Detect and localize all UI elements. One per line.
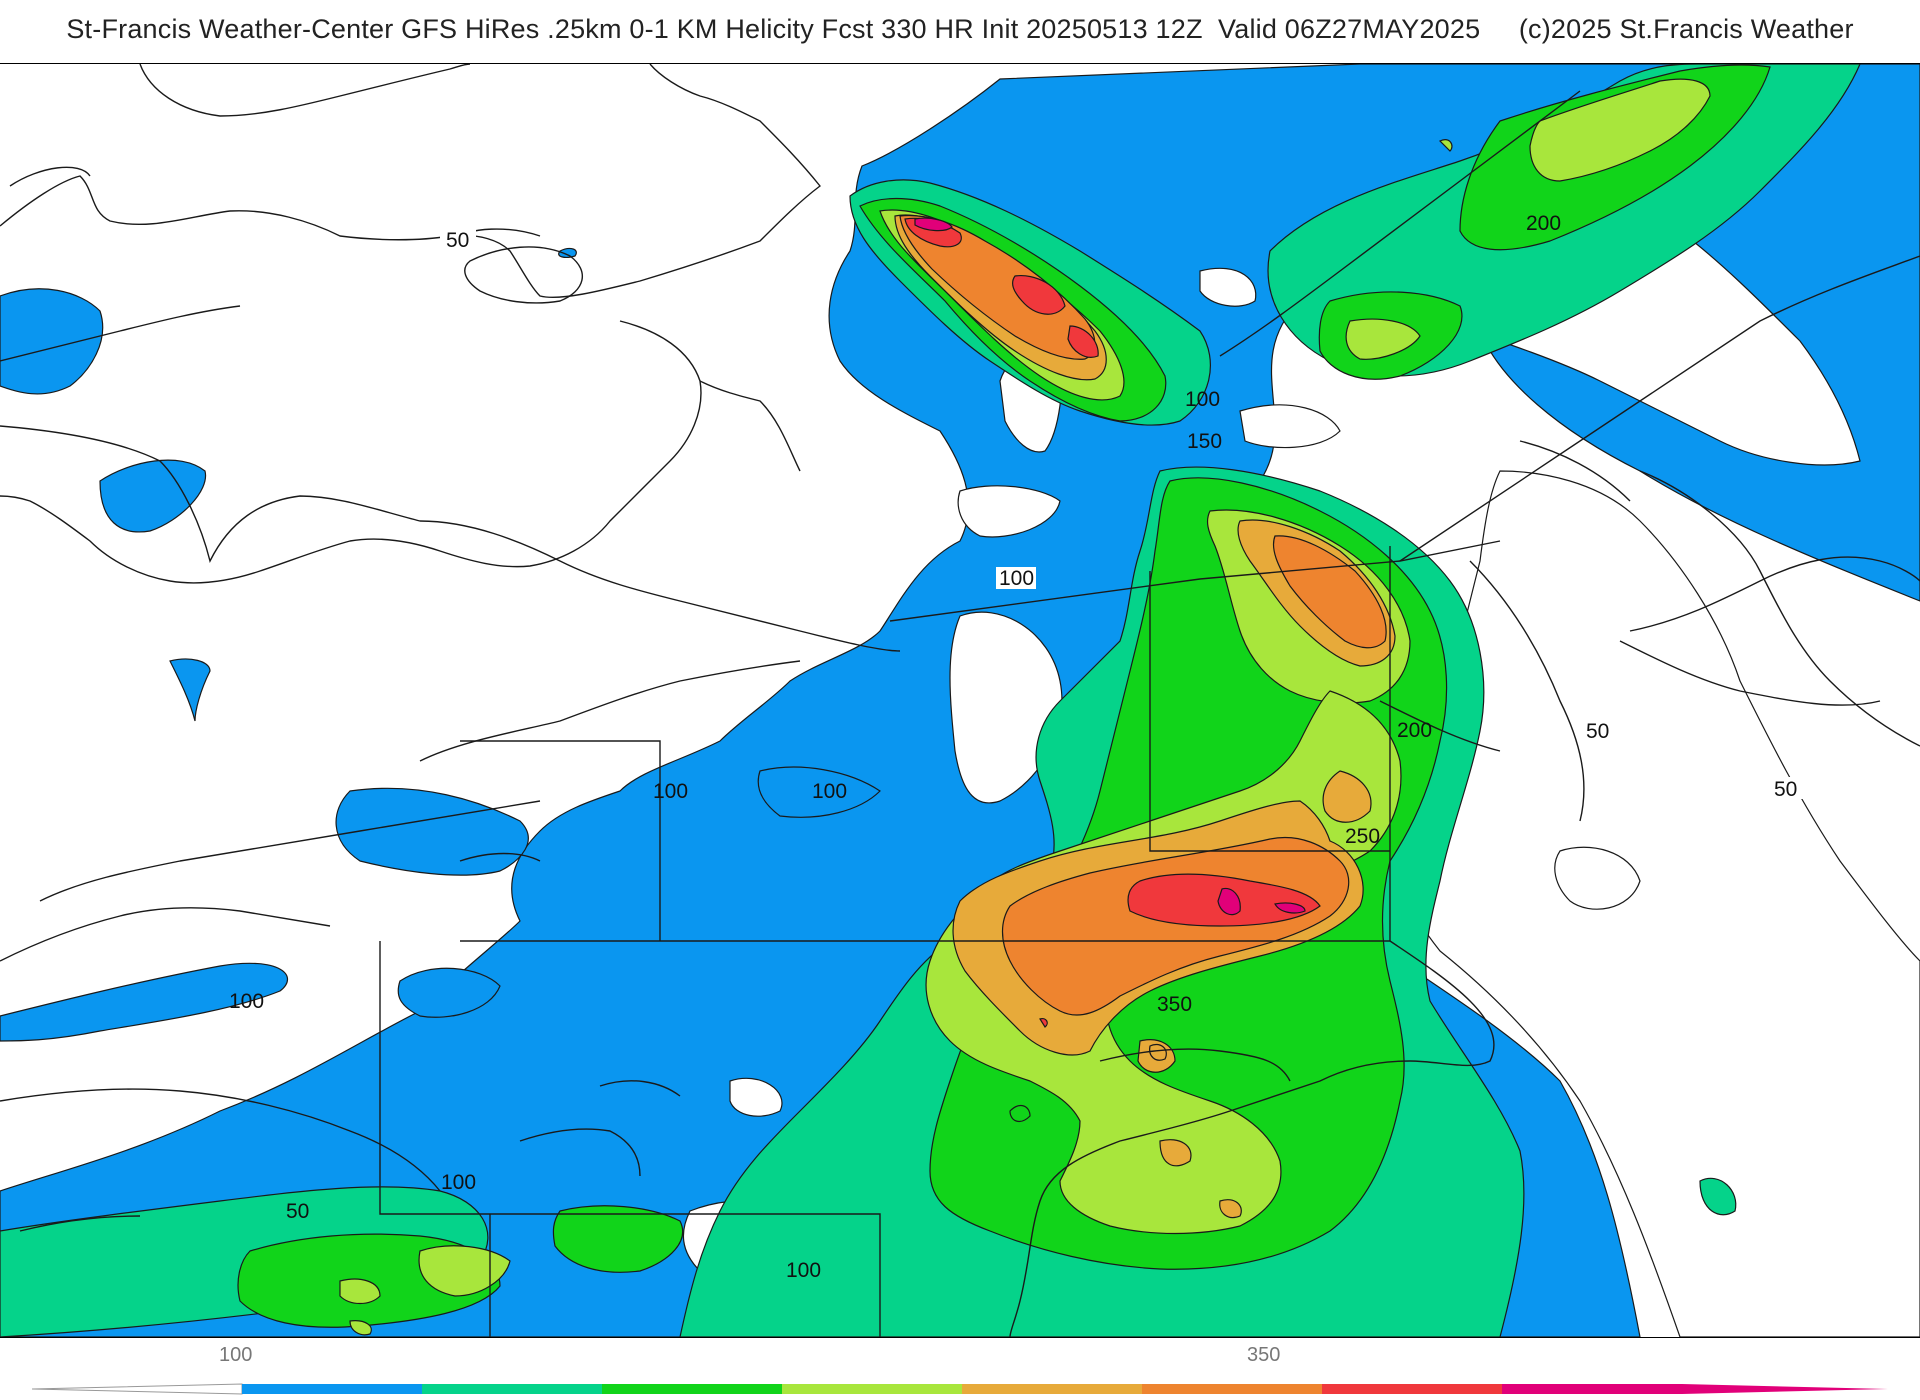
colorbar-scale (31, 1383, 1888, 1395)
contour-label: 50 (1586, 720, 1609, 743)
geographic-boundaries (0, 90, 1920, 1337)
contour-label: 200 (1397, 719, 1432, 742)
helicity-band-450 (914, 217, 1306, 916)
helicity-map: 50 100 150 200 200 250 350 100 100 100 1… (0, 63, 1920, 1338)
colorbar-band (422, 1384, 603, 1394)
helicity-band-350 (899, 214, 1387, 1016)
helicity-contours-50 (0, 64, 1920, 1232)
contour-label: 100 (441, 1171, 476, 1194)
contour-label: 200 (1526, 212, 1561, 235)
colorbar-band (242, 1384, 423, 1394)
contour-label: 150 (1187, 430, 1222, 453)
colorbar-band (1502, 1384, 1683, 1394)
colorbar: 100 350 (0, 1340, 1920, 1400)
colorbar-band (782, 1384, 963, 1394)
contour-label: 350 (1157, 993, 1192, 1016)
contour-label: 100 (812, 780, 847, 803)
contour-label: 100 (653, 780, 688, 803)
contour-labels: 50 100 150 200 200 250 350 100 100 100 1… (229, 212, 1806, 1282)
contour-label: 50 (286, 1200, 309, 1223)
map-title: St-Francis Weather-Center GFS HiRes .25k… (66, 14, 1854, 44)
colorbar-band (1322, 1384, 1503, 1394)
colorbar-band (1142, 1384, 1323, 1394)
colorbar-label-100: 100 (219, 1344, 253, 1366)
contour-label: 100 (999, 567, 1034, 590)
contour-label: 50 (446, 229, 469, 252)
colorbar-band (962, 1384, 1143, 1394)
contour-label: 100 (1185, 388, 1220, 411)
contour-label: 250 (1345, 825, 1380, 848)
colorbar-band (602, 1384, 783, 1394)
contour-label: 50 (1774, 778, 1797, 801)
colorbar-label-350: 350 (1247, 1344, 1281, 1366)
contour-label: 100 (786, 1259, 821, 1282)
contour-label: 100 (229, 990, 264, 1013)
